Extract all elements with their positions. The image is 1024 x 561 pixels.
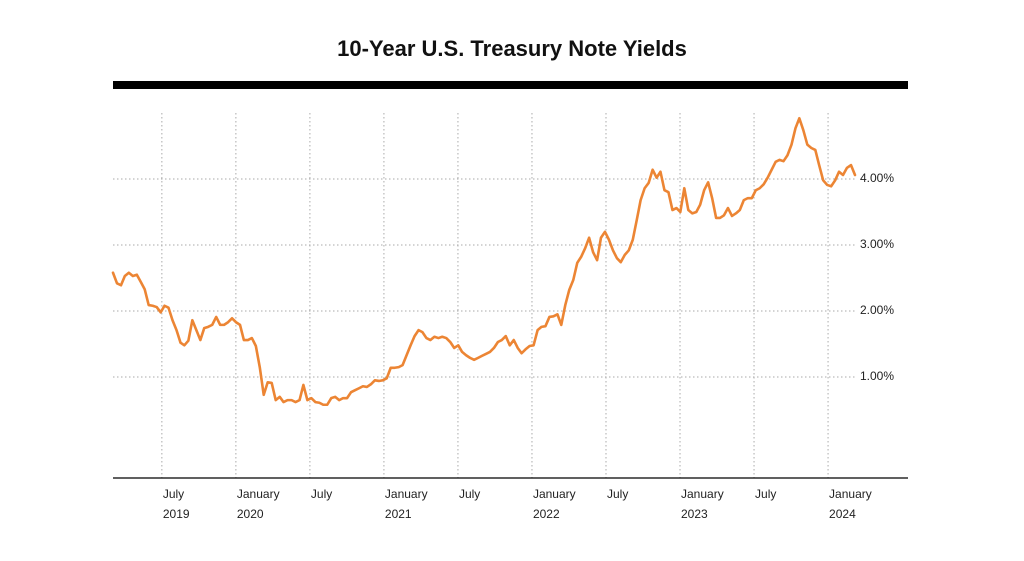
x-tick-label: January bbox=[533, 487, 576, 501]
x-tick-year-label: 2021 bbox=[385, 507, 412, 521]
x-tick-label: July bbox=[459, 487, 480, 501]
y-tick-label: 3.00% bbox=[860, 237, 894, 251]
x-tick-label: January bbox=[829, 487, 872, 501]
x-tick-year-label: 2023 bbox=[681, 507, 708, 521]
y-tick-label: 2.00% bbox=[860, 303, 894, 317]
x-tick-label: January bbox=[237, 487, 280, 501]
y-tick-label: 1.00% bbox=[860, 369, 894, 383]
x-tick-label: July bbox=[311, 487, 332, 501]
x-tick-label: July bbox=[755, 487, 776, 501]
x-tick-year-label: 2024 bbox=[829, 507, 856, 521]
x-tick-year-label: 2020 bbox=[237, 507, 264, 521]
line-series bbox=[111, 116, 857, 407]
x-tick-year-label: 2019 bbox=[163, 507, 190, 521]
x-tick-label: January bbox=[385, 487, 428, 501]
chart-title: 10-Year U.S. Treasury Note Yields bbox=[337, 36, 687, 61]
title-rule bbox=[113, 81, 908, 89]
x-tick-label: January bbox=[681, 487, 724, 501]
x-tick-label: July bbox=[607, 487, 628, 501]
x-tick-year-label: 2022 bbox=[533, 507, 560, 521]
y-tick-label: 4.00% bbox=[860, 171, 894, 185]
x-tick-label: July bbox=[163, 487, 184, 501]
